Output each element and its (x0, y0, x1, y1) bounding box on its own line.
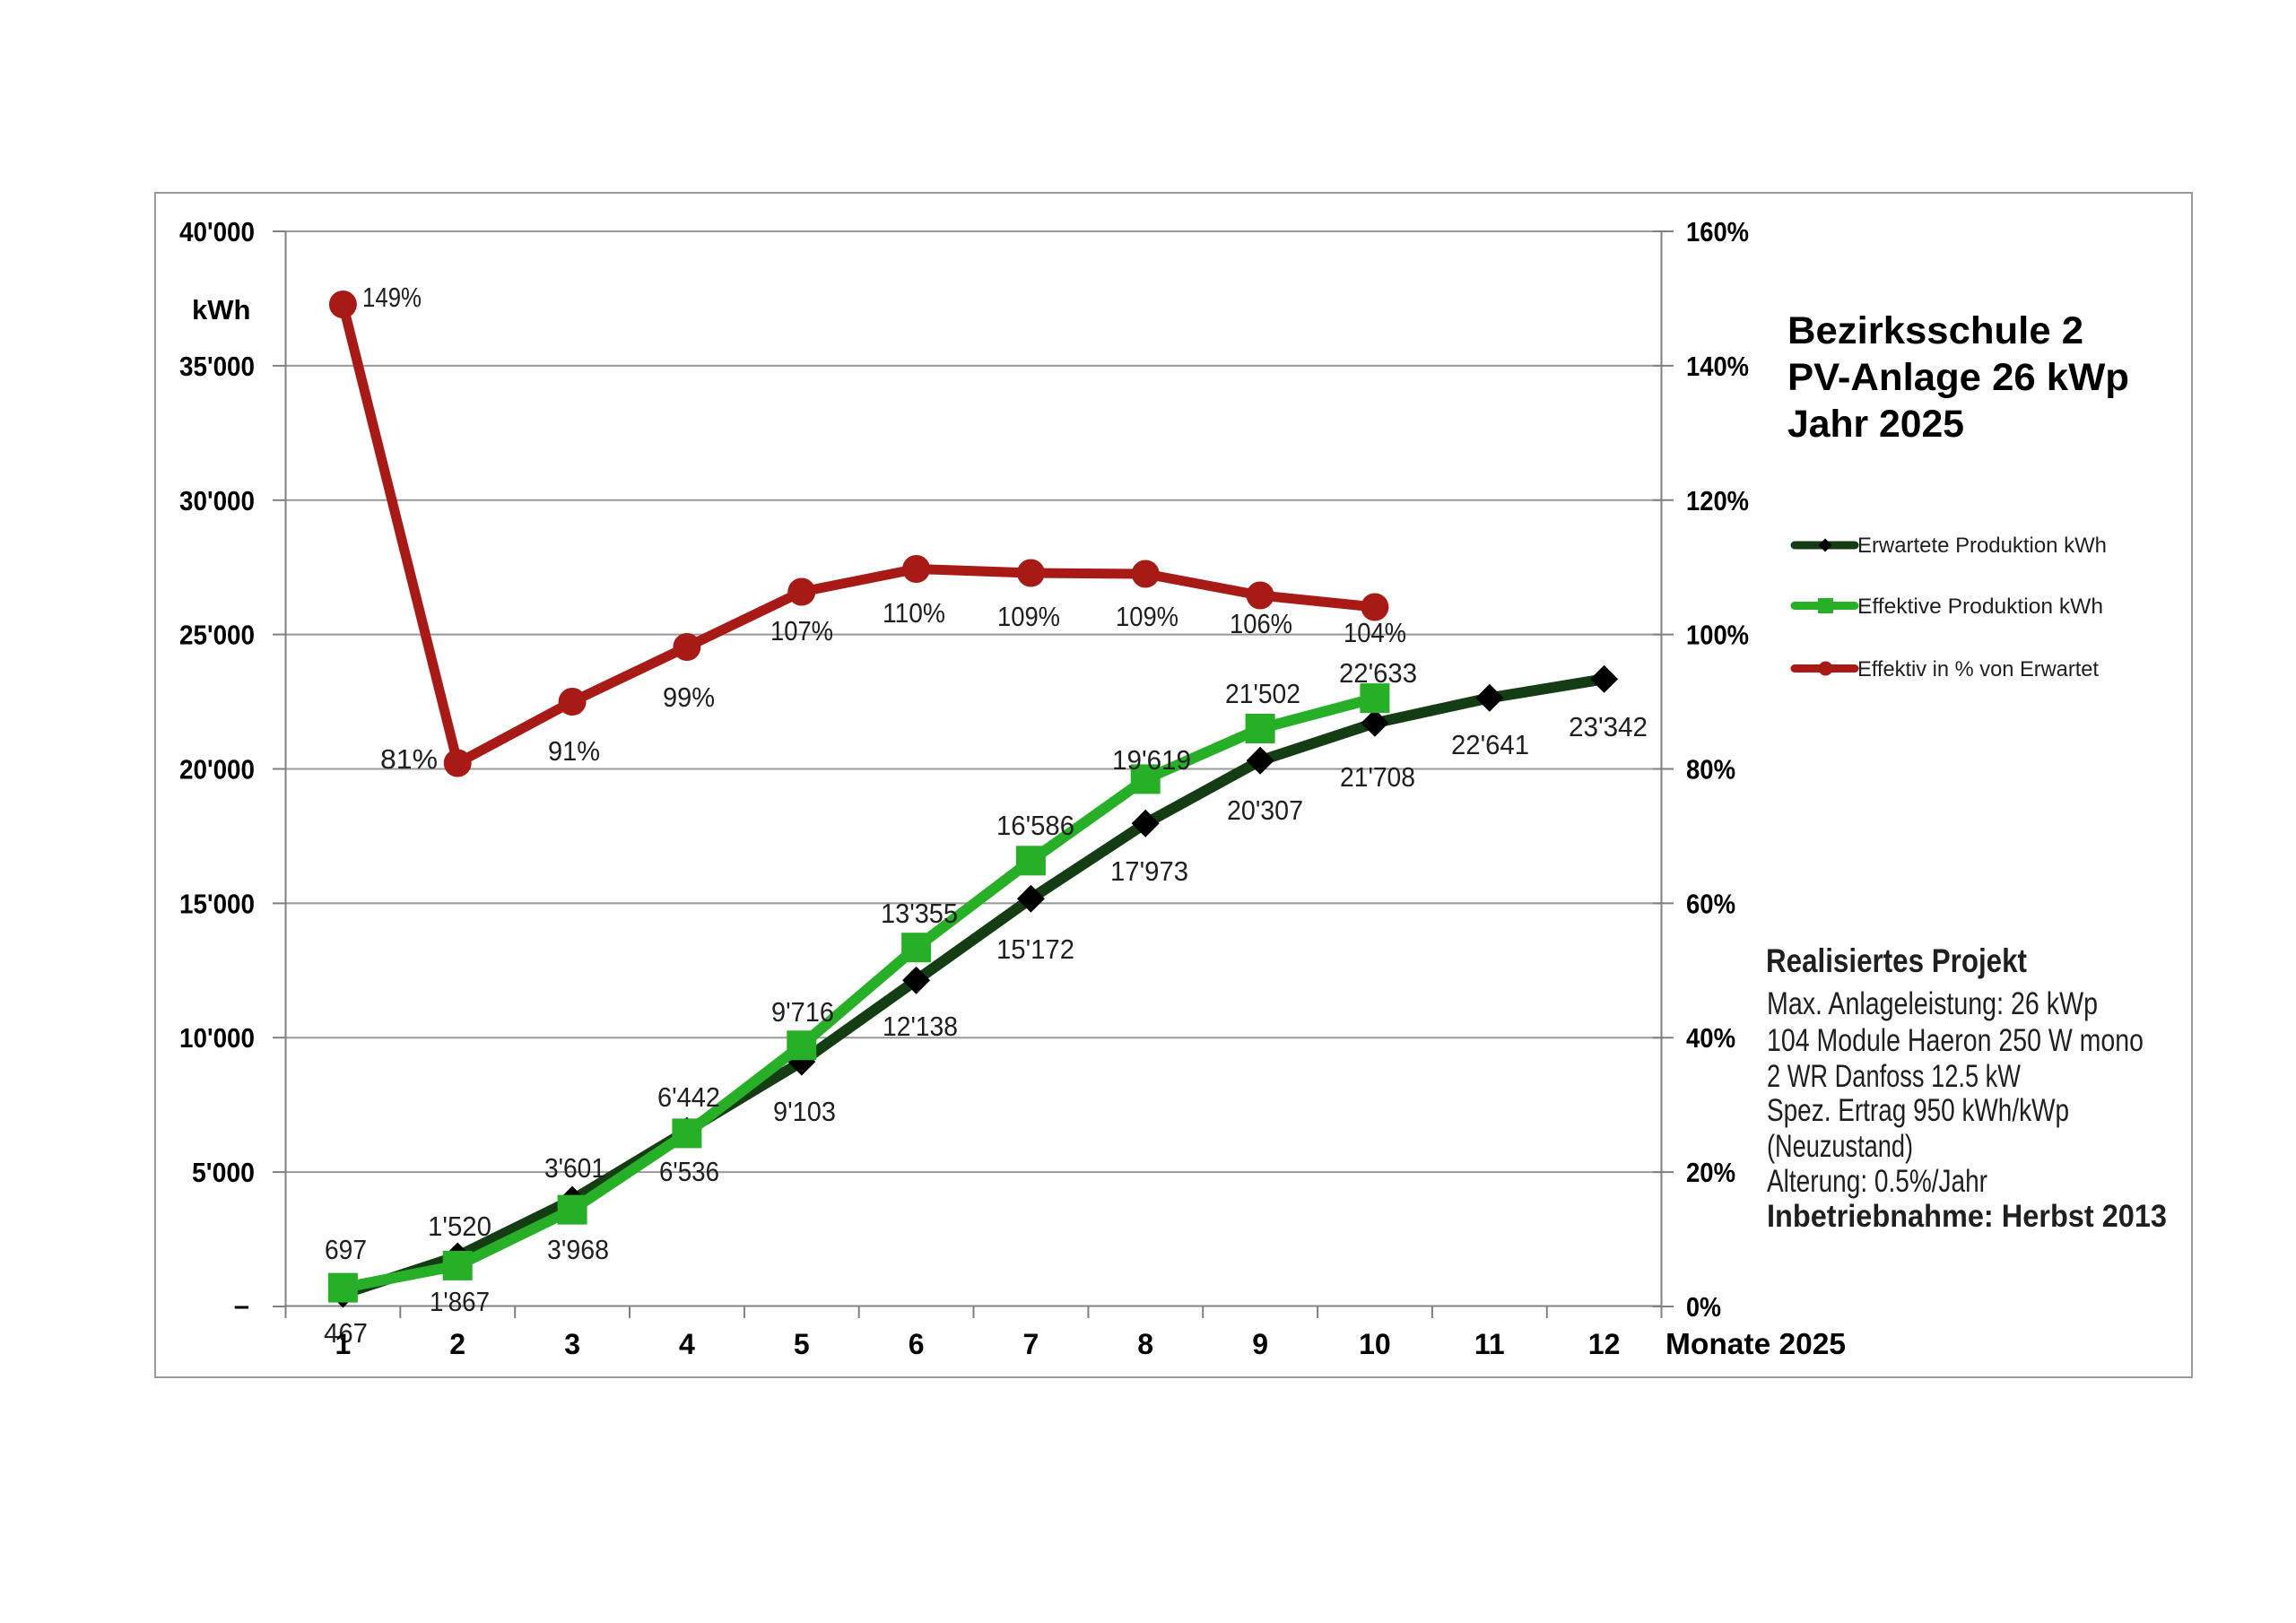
svg-text:30'000: 30'000 (179, 485, 255, 516)
svg-text:110%: 110% (883, 597, 945, 629)
svg-text:13'355: 13'355 (881, 898, 958, 929)
svg-text:–: – (234, 1289, 249, 1321)
svg-text:120%: 120% (1686, 485, 1749, 516)
svg-text:35'000: 35'000 (179, 351, 255, 382)
svg-text:Monate 2025: Monate 2025 (1665, 1327, 1846, 1360)
svg-text:15'172: 15'172 (996, 933, 1074, 965)
svg-text:23'342: 23'342 (1569, 711, 1648, 742)
svg-text:9'103: 9'103 (773, 1096, 836, 1127)
svg-text:60%: 60% (1686, 888, 1735, 919)
svg-text:16'586: 16'586 (996, 810, 1074, 841)
svg-text:99%: 99% (663, 681, 715, 713)
svg-text:22'633: 22'633 (1339, 657, 1417, 689)
svg-text:1'867: 1'867 (430, 1286, 490, 1317)
svg-text:3'968: 3'968 (547, 1234, 609, 1265)
svg-text:20'000: 20'000 (179, 754, 255, 785)
svg-text:40%: 40% (1686, 1022, 1735, 1054)
svg-text:1: 1 (335, 1328, 352, 1360)
svg-text:20%: 20% (1686, 1157, 1735, 1188)
svg-text:149%: 149% (362, 282, 422, 313)
svg-text:Spez. Ertrag 950 kWh/kWp: Spez. Ertrag 950 kWh/kWp (1767, 1093, 2069, 1128)
svg-text:11: 11 (1474, 1328, 1505, 1360)
svg-text:4: 4 (679, 1328, 695, 1360)
svg-text:20'307: 20'307 (1227, 794, 1303, 826)
svg-text:21'502: 21'502 (1225, 678, 1300, 709)
svg-text:PV-Anlage 26 kWp: PV-Anlage 26 kWp (1787, 356, 2129, 399)
svg-text:(Neuzustand): (Neuzustand) (1767, 1129, 1913, 1164)
svg-text:2 WR Danfoss 12.5 kW: 2 WR Danfoss 12.5 kW (1767, 1059, 2021, 1094)
svg-text:7: 7 (1023, 1328, 1039, 1360)
svg-text:19'619: 19'619 (1112, 744, 1191, 776)
svg-text:81%: 81% (380, 743, 438, 775)
svg-text:Max. Anlageleistung: 26 kWp: Max. Anlageleistung: 26 kWp (1767, 986, 2098, 1021)
svg-text:6'536: 6'536 (659, 1156, 719, 1187)
svg-text:6'442: 6'442 (657, 1081, 720, 1113)
svg-text:5: 5 (794, 1328, 810, 1360)
svg-text:104%: 104% (1344, 617, 1406, 648)
svg-text:15'000: 15'000 (179, 888, 255, 919)
svg-text:6: 6 (909, 1328, 925, 1360)
svg-text:5'000: 5'000 (192, 1157, 255, 1188)
svg-text:9'716: 9'716 (771, 996, 834, 1028)
svg-text:9: 9 (1252, 1328, 1268, 1360)
svg-text:10: 10 (1359, 1328, 1391, 1360)
svg-text:12: 12 (1588, 1328, 1621, 1360)
svg-text:8: 8 (1137, 1328, 1153, 1360)
svg-text:Effektive Produktion kWh: Effektive Produktion kWh (1857, 595, 2103, 619)
svg-text:91%: 91% (548, 735, 600, 767)
svg-text:2: 2 (449, 1328, 465, 1360)
svg-text:140%: 140% (1686, 351, 1749, 382)
svg-text:kWh: kWh (192, 294, 250, 325)
svg-text:12'138: 12'138 (883, 1011, 958, 1042)
svg-text:0%: 0% (1686, 1291, 1721, 1323)
svg-text:106%: 106% (1230, 608, 1292, 639)
svg-text:Inbetriebnahme: Herbst 2013: Inbetriebnahme: Herbst 2013 (1767, 1199, 2167, 1234)
svg-text:Alterung: 0.5%/Jahr: Alterung: 0.5%/Jahr (1767, 1164, 1987, 1199)
svg-text:160%: 160% (1686, 216, 1749, 247)
svg-text:100%: 100% (1686, 620, 1749, 651)
svg-text:17'973: 17'973 (1110, 855, 1188, 887)
svg-text:Jahr 2025: Jahr 2025 (1787, 403, 1964, 446)
svg-text:467: 467 (324, 1317, 368, 1349)
svg-text:Erwartete Produktion kWh: Erwartete Produktion kWh (1857, 534, 2107, 558)
svg-text:104 Module Haeron 250 W mono: 104 Module Haeron 250 W mono (1767, 1023, 2144, 1058)
svg-text:Effektiv in % von Erwartet: Effektiv in % von Erwartet (1857, 657, 2099, 681)
svg-text:80%: 80% (1686, 754, 1735, 785)
svg-text:21'708: 21'708 (1340, 761, 1415, 793)
svg-text:10'000: 10'000 (179, 1022, 255, 1054)
svg-text:Realisiertes Projekt: Realisiertes Projekt (1766, 942, 2027, 979)
svg-text:22'641: 22'641 (1451, 729, 1529, 760)
svg-text:40'000: 40'000 (179, 216, 255, 247)
svg-text:Bezirksschule 2: Bezirksschule 2 (1787, 309, 2083, 352)
svg-text:3: 3 (564, 1328, 580, 1360)
svg-text:109%: 109% (997, 601, 1060, 632)
svg-text:697: 697 (325, 1234, 367, 1265)
svg-text:1'520: 1'520 (428, 1211, 491, 1242)
svg-text:25'000: 25'000 (179, 620, 255, 651)
svg-text:107%: 107% (770, 615, 833, 647)
svg-text:109%: 109% (1116, 601, 1178, 632)
svg-text:3'601: 3'601 (544, 1152, 605, 1184)
